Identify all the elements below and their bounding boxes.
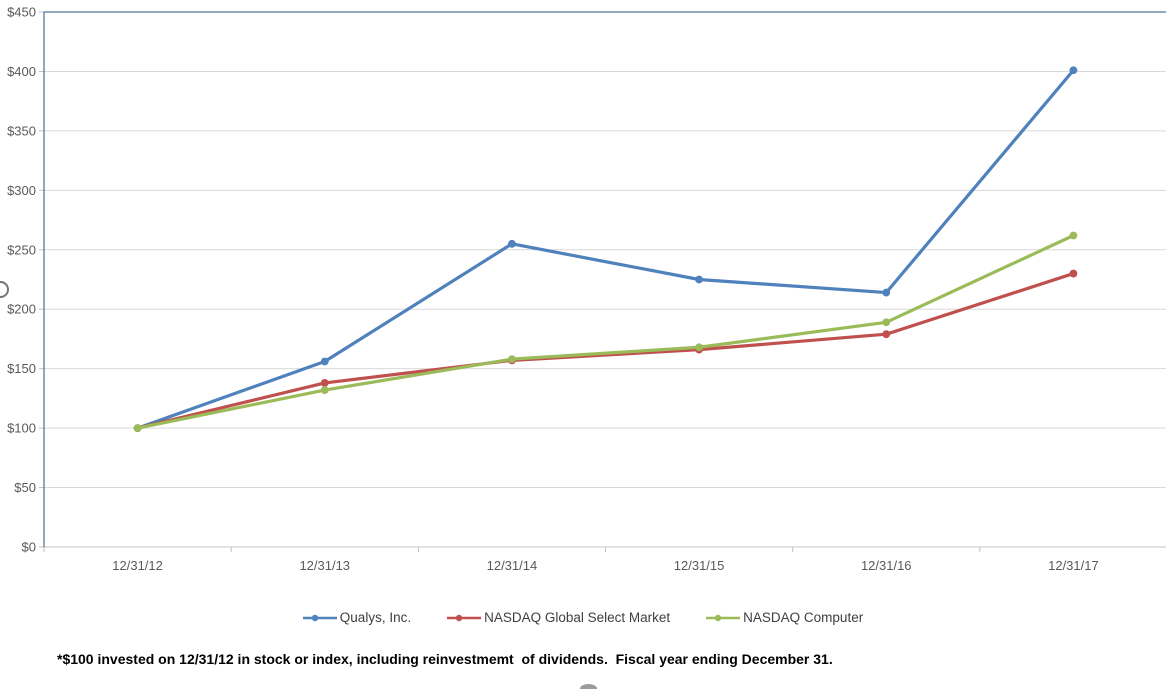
data-point-marker <box>133 424 142 433</box>
data-point-marker <box>320 386 329 394</box>
legend-item-qualys[interactable]: Qualys, Inc. <box>302 610 412 625</box>
x-tick-label: 12/31/15 <box>674 558 725 573</box>
series-line-1[interactable] <box>135 271 1076 430</box>
data-point-marker <box>320 379 329 387</box>
series-line-0[interactable] <box>135 68 1076 430</box>
chart-legend: Qualys, Inc. NASDAQ Global Select Market… <box>0 610 1166 625</box>
data-point-marker <box>1069 66 1078 75</box>
chart-footnote: *$100 invested on 12/31/12 in stock or i… <box>57 651 833 667</box>
data-point-marker <box>882 288 891 297</box>
data-point-marker <box>882 318 891 327</box>
x-tick-label: 12/31/14 <box>487 558 538 573</box>
legend-item-nasdaq-computer[interactable]: NASDAQ Computer <box>706 610 863 625</box>
y-tick-label: $0 <box>22 540 36 555</box>
legend-label: NASDAQ Global Select Market <box>484 610 671 625</box>
legend-label: Qualys, Inc. <box>339 610 412 625</box>
y-tick-label: $200 <box>7 302 36 317</box>
legend-line-icon <box>447 614 482 621</box>
y-tick-label: $100 <box>7 421 36 436</box>
data-point-marker <box>695 343 703 352</box>
y-tick-label: $50 <box>14 480 36 495</box>
smudge-artifact <box>580 684 597 689</box>
data-point-marker <box>1069 269 1078 278</box>
data-point-marker <box>320 357 329 366</box>
data-point-marker <box>882 330 891 339</box>
legend-item-nasdaq-global-select[interactable]: NASDAQ Global Select Market <box>447 610 670 625</box>
clipped-circle-artifact <box>0 281 9 298</box>
legend-line-icon <box>706 614 741 621</box>
x-tick-label: 12/31/17 <box>1048 558 1099 573</box>
y-tick-label: $350 <box>7 123 36 138</box>
data-point-marker <box>508 355 516 364</box>
y-tick-label: $250 <box>7 242 36 257</box>
data-point-marker <box>695 275 703 284</box>
x-tick-label: 12/31/16 <box>861 558 912 573</box>
plot-area: $0 $50 $100 $150 $200 $250 $300 $350 $400 $450 12/… <box>7 5 1166 573</box>
data-point-marker <box>508 239 516 248</box>
x-tick-label: 12/31/12 <box>112 558 163 573</box>
y-tick-label: $450 <box>7 5 36 20</box>
legend-line-icon <box>302 614 337 621</box>
legend-label: NASDAQ Computer <box>743 610 864 625</box>
y-tick-label: $150 <box>7 361 36 376</box>
x-tick-label: 12/31/13 <box>299 558 350 573</box>
y-tick-label: $400 <box>7 64 36 79</box>
data-point-marker <box>1069 231 1078 240</box>
y-tick-label: $300 <box>7 183 36 198</box>
series-line-2[interactable] <box>135 233 1076 430</box>
